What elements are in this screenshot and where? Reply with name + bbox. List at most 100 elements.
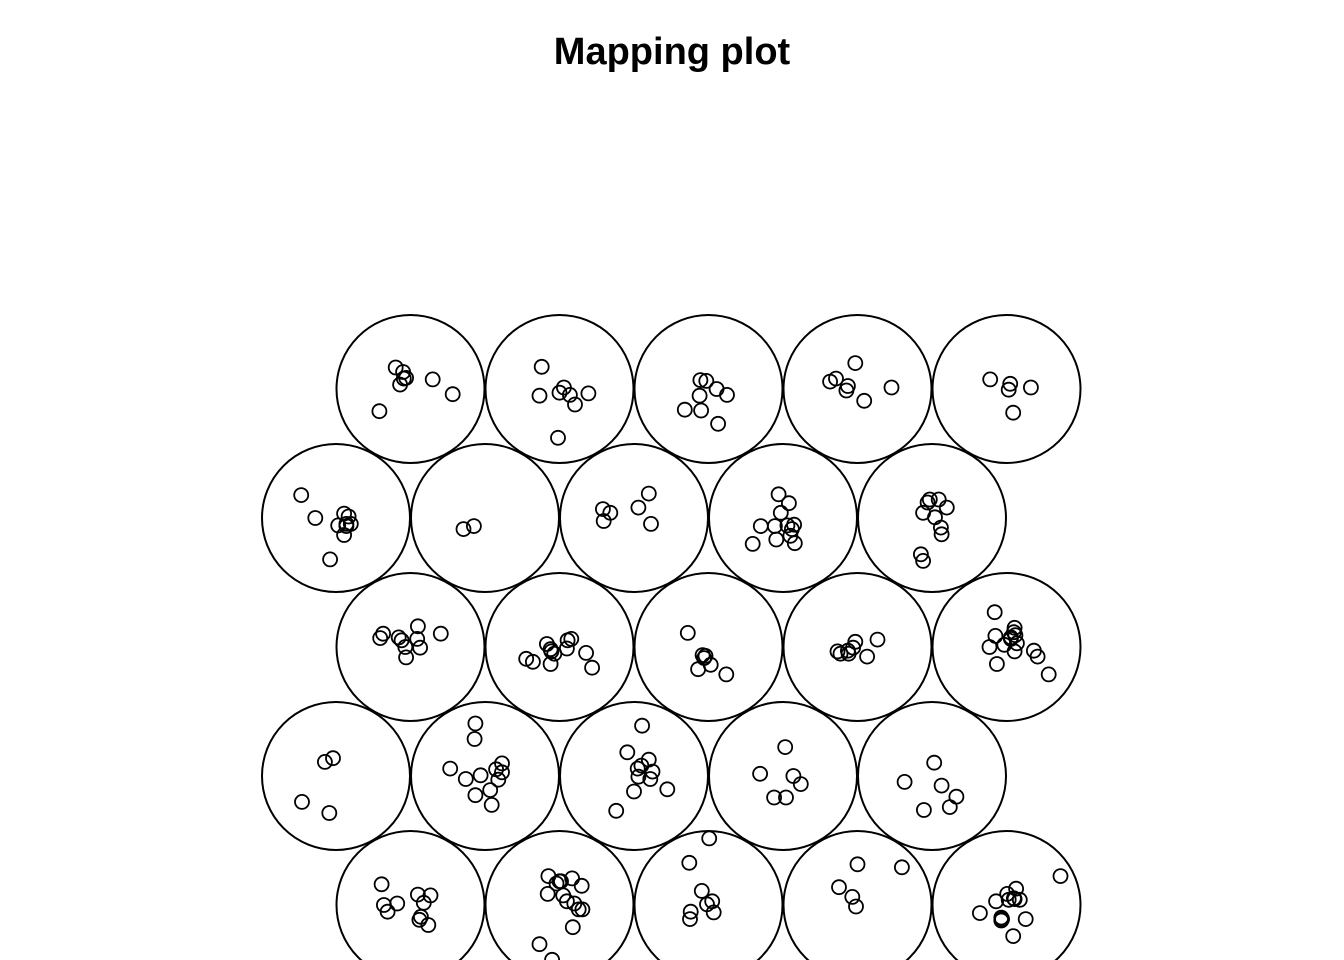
data-point bbox=[548, 875, 565, 892]
data-point bbox=[472, 767, 489, 784]
unit-circle-16 bbox=[261, 701, 411, 851]
data-point bbox=[693, 883, 710, 899]
data-point bbox=[1000, 381, 1017, 398]
data-point bbox=[986, 604, 1003, 621]
data-point bbox=[972, 905, 988, 921]
unit-circle-24 bbox=[782, 830, 933, 960]
data-point bbox=[913, 546, 929, 563]
data-point bbox=[325, 750, 341, 767]
data-point bbox=[542, 656, 559, 672]
data-point bbox=[411, 911, 428, 928]
data-point bbox=[916, 802, 932, 818]
data-point bbox=[829, 643, 846, 660]
data-point bbox=[578, 645, 594, 661]
data-point bbox=[781, 495, 797, 512]
data-point bbox=[467, 787, 484, 804]
data-point bbox=[847, 355, 864, 372]
data-point bbox=[570, 901, 587, 918]
data-point bbox=[373, 876, 390, 893]
unit-circle-18 bbox=[559, 701, 709, 851]
data-point bbox=[457, 771, 474, 787]
data-point bbox=[682, 903, 699, 920]
unit-circle-10 bbox=[857, 443, 1007, 593]
data-point bbox=[1002, 375, 1019, 392]
data-point bbox=[562, 386, 578, 403]
data-point bbox=[630, 768, 647, 785]
data-point bbox=[744, 536, 761, 552]
data-point bbox=[988, 893, 1004, 910]
data-point bbox=[779, 517, 796, 534]
data-point bbox=[679, 625, 696, 641]
data-point bbox=[424, 371, 441, 388]
data-point bbox=[1040, 666, 1057, 683]
data-point bbox=[691, 387, 708, 404]
data-point bbox=[1005, 404, 1022, 421]
data-point bbox=[883, 379, 900, 396]
data-point bbox=[551, 384, 568, 401]
data-point bbox=[982, 371, 999, 388]
data-point bbox=[718, 666, 735, 683]
data-point bbox=[483, 797, 500, 813]
data-point bbox=[550, 429, 566, 446]
data-point bbox=[681, 854, 698, 871]
data-point bbox=[981, 639, 998, 655]
data-point bbox=[643, 516, 659, 532]
data-point bbox=[1023, 379, 1039, 396]
data-point bbox=[927, 509, 943, 526]
data-point bbox=[595, 513, 612, 529]
data-point bbox=[848, 898, 864, 915]
data-point bbox=[409, 618, 426, 635]
data-point bbox=[642, 771, 659, 787]
data-point bbox=[539, 886, 556, 902]
data-point bbox=[580, 385, 597, 402]
data-point bbox=[372, 630, 389, 646]
data-point bbox=[1009, 635, 1025, 652]
data-point bbox=[525, 653, 541, 670]
data-point bbox=[494, 755, 510, 772]
data-point bbox=[466, 731, 483, 747]
data-point bbox=[409, 631, 426, 647]
data-point bbox=[948, 788, 965, 805]
data-point bbox=[752, 518, 769, 534]
data-point bbox=[409, 886, 426, 903]
data-point bbox=[573, 877, 590, 894]
data-point bbox=[1006, 891, 1023, 907]
data-point bbox=[543, 643, 560, 660]
data-point bbox=[768, 531, 785, 548]
data-point bbox=[322, 551, 339, 568]
data-point bbox=[608, 802, 625, 819]
unit-circle-20 bbox=[857, 701, 1007, 851]
data-point bbox=[896, 774, 913, 790]
data-point bbox=[692, 372, 709, 389]
unit-circle-13 bbox=[633, 572, 784, 722]
data-point bbox=[442, 760, 459, 777]
data-point bbox=[786, 516, 802, 533]
data-point bbox=[702, 656, 719, 673]
data-point bbox=[629, 760, 646, 777]
unit-circle-4 bbox=[782, 314, 933, 464]
data-point bbox=[389, 895, 406, 912]
data-point bbox=[494, 764, 510, 781]
data-point bbox=[336, 527, 353, 543]
data-point bbox=[844, 889, 861, 905]
data-point bbox=[719, 386, 735, 403]
data-point bbox=[584, 659, 600, 676]
data-point bbox=[701, 830, 718, 847]
data-point bbox=[316, 754, 333, 770]
unit-circle-2 bbox=[484, 314, 635, 464]
data-point bbox=[705, 904, 722, 921]
data-point bbox=[564, 919, 581, 936]
data-point bbox=[697, 648, 714, 664]
data-point bbox=[574, 901, 591, 918]
data-point bbox=[659, 781, 676, 798]
data-point bbox=[772, 504, 789, 521]
data-point bbox=[766, 789, 782, 806]
data-point bbox=[941, 799, 958, 815]
data-point bbox=[634, 717, 650, 734]
data-points bbox=[293, 355, 1069, 960]
data-point bbox=[778, 789, 794, 806]
unit-circle-5 bbox=[931, 314, 1082, 464]
data-point bbox=[531, 936, 548, 953]
unit-circle-22 bbox=[484, 830, 635, 960]
unit-circle-25 bbox=[931, 830, 1082, 960]
